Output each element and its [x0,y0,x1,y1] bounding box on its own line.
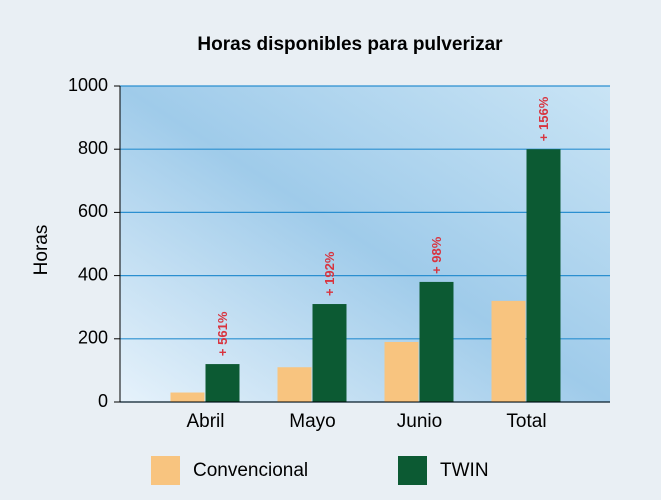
x-tick-label: Abril [186,411,224,432]
bar [205,364,240,402]
y-tick-label: 200 [78,328,108,348]
annotation: + 156% [536,96,551,141]
bar [170,392,205,402]
y-tick-label: 600 [78,201,108,221]
legend-label: TWIN [440,460,489,481]
legend-swatch [151,456,180,485]
y-tick-label: 0 [98,391,108,411]
x-tick-label: Total [506,411,546,432]
y-tick-label: 1000 [68,75,108,95]
annotation: + 98% [429,236,444,274]
y-tick-label: 800 [78,138,108,158]
legend-label: Convencional [193,460,308,481]
bar [419,281,454,402]
legend-swatch [398,456,427,485]
annotation: + 561% [215,311,230,356]
bar [384,341,419,402]
bar [491,300,526,402]
bar [312,304,347,402]
x-tick-label: Junio [397,411,442,432]
annotation: + 192% [322,251,337,296]
x-tick-label: Mayo [289,411,335,432]
bar [526,149,561,402]
y-axis-label: Horas [31,225,52,276]
chart-title: Horas disponibles para pulverizar [197,34,503,55]
bar [277,367,312,402]
y-tick-label: 400 [78,264,108,284]
